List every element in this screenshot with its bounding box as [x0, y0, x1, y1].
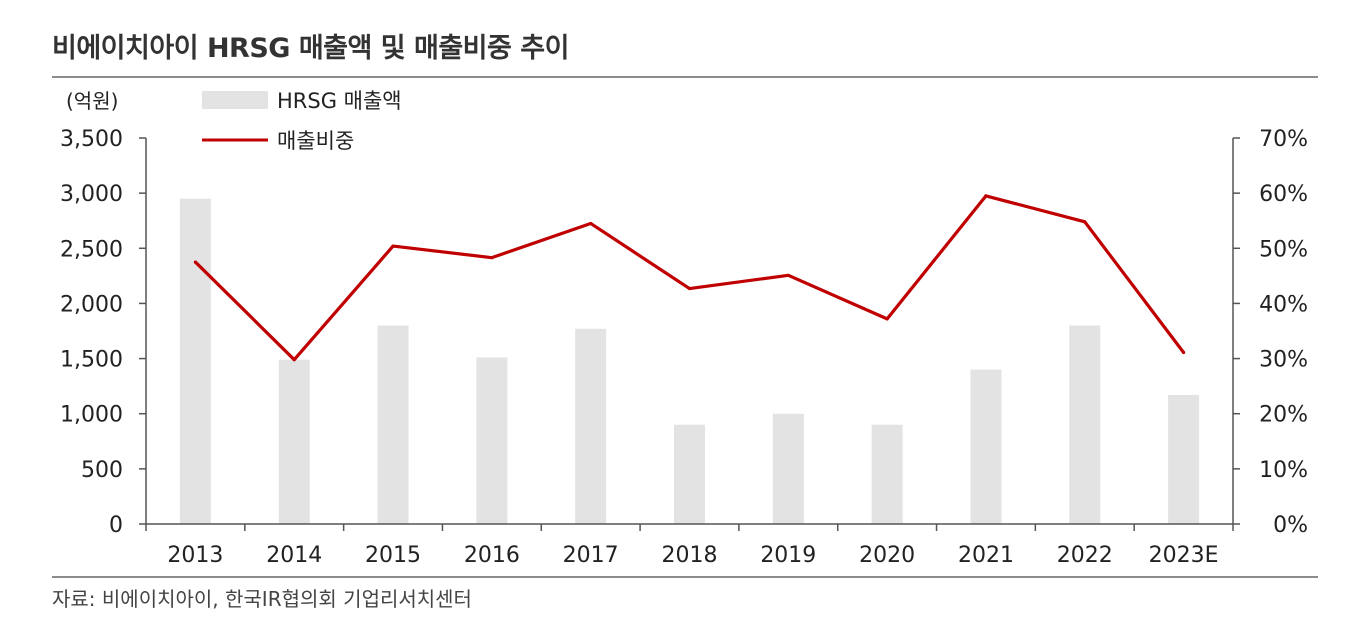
bar-2013 [179, 198, 211, 524]
bar-series [179, 198, 1200, 524]
axes [145, 138, 1234, 525]
y2-tick-label: 20% [1259, 403, 1308, 428]
legend: HRSG 매출액 매출비중 [202, 89, 402, 153]
y-tick-label: 2,000 [60, 292, 123, 317]
x-tick-label: 2023E [1149, 543, 1219, 568]
x-tick-label: 2014 [266, 543, 322, 568]
y2-tick-label: 70% [1259, 127, 1308, 152]
share-point-2015 [391, 244, 395, 248]
y-tick-label: 2,500 [60, 237, 123, 262]
x-tick-label: 2016 [464, 543, 520, 568]
y2-tick-label: 50% [1259, 237, 1308, 262]
share-point-2019 [786, 273, 790, 277]
share-point-2020 [885, 317, 889, 321]
y2-tick-label: 40% [1259, 292, 1308, 317]
y-tick-label: 1,000 [60, 403, 123, 428]
y-tick-label: 1,500 [60, 348, 123, 373]
x-tick-label: 2022 [1057, 543, 1113, 568]
right-axis-tick-labels: 0% 10% 20% 30% 40% 50% 60% 70% [1259, 127, 1308, 538]
y-tick-label: 0 [109, 513, 123, 538]
source-note: 자료: 비에이치아이, 한국IR협의회 기업리서치센터 [52, 587, 472, 611]
y-tick-label: 3,500 [60, 127, 123, 152]
bar-2021 [970, 369, 1002, 524]
share-point-2018 [687, 286, 692, 291]
bar-2022 [1069, 325, 1101, 524]
legend-bar-label: HRSG 매출액 [277, 89, 402, 113]
y2-tick-label: 10% [1259, 458, 1308, 483]
line-series [193, 194, 1186, 362]
legend-bar-swatch [202, 91, 268, 109]
share-point-2023E [1181, 350, 1186, 355]
y2-tick-label: 0% [1273, 513, 1308, 538]
x-axis-tick-labels: 2013 2014 2015 2016 2017 2018 2019 2020 2021 2022… [167, 543, 1218, 568]
chart-title: 비에이치아이 HRSG 매출액 및 매출비중 추이 [52, 33, 569, 64]
bar-2015 [377, 325, 409, 524]
x-tick-label: 2015 [365, 543, 421, 568]
left-axis-tick-labels: 0 500 1,000 1,500 2,000 2,500 3,000 3,500 [60, 127, 123, 538]
share-point-2017 [589, 221, 593, 226]
bar-2023E [1168, 394, 1200, 524]
y2-tick-label: 30% [1259, 348, 1308, 373]
tick-marks [139, 137, 1240, 531]
top-rule [52, 76, 1318, 78]
x-tick-label: 2021 [958, 543, 1014, 568]
share-point-2021 [984, 194, 988, 198]
x-tick-label: 2013 [167, 543, 223, 568]
x-tick-label: 2019 [760, 543, 816, 568]
x-tick-label: 2018 [662, 543, 718, 568]
bar-2019 [772, 413, 804, 524]
bottom-rule [52, 576, 1318, 578]
bar-2020 [871, 424, 903, 524]
bar-2018 [674, 424, 705, 524]
y2-tick-label: 60% [1259, 182, 1308, 207]
bar-2014 [278, 359, 310, 524]
share-line [194, 194, 1185, 362]
y-tick-label: 500 [81, 458, 123, 483]
y-unit-label: (억원) [66, 89, 118, 113]
bar-2016 [476, 357, 508, 524]
legend-line-label: 매출비중 [277, 129, 354, 153]
bar-2017 [575, 328, 607, 524]
share-point-2016 [490, 256, 494, 260]
share-point-2013 [193, 260, 198, 264]
share-point-2014 [292, 358, 296, 362]
share-point-2022 [1083, 220, 1087, 224]
x-tick-label: 2017 [563, 543, 619, 568]
x-tick-label: 2020 [859, 543, 915, 568]
y-tick-label: 3,000 [60, 182, 123, 207]
